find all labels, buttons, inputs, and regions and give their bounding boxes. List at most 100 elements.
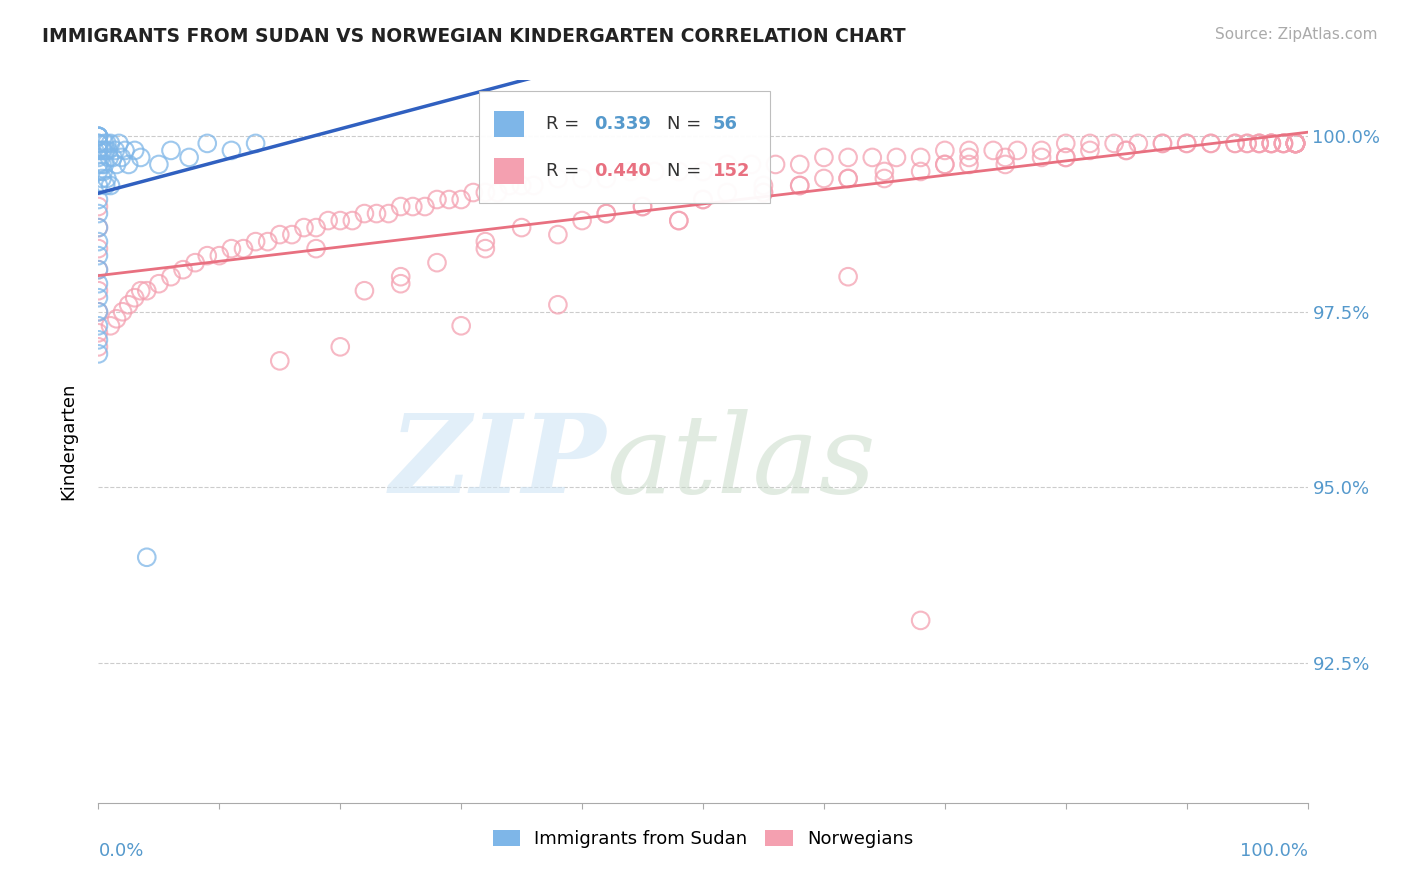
Point — [837, 151, 859, 165]
Point — [1054, 151, 1077, 165]
Point — [1272, 136, 1295, 151]
Point — [510, 220, 533, 235]
Point — [353, 206, 375, 220]
Point — [292, 220, 315, 235]
Point — [1152, 136, 1174, 151]
Point — [245, 136, 267, 151]
Point — [100, 178, 122, 193]
Point — [1284, 136, 1306, 151]
Point — [1236, 136, 1258, 151]
Point — [1272, 136, 1295, 151]
Point — [195, 136, 218, 151]
Point — [129, 284, 152, 298]
Point — [114, 144, 136, 158]
Point — [94, 144, 117, 158]
Text: N =: N = — [666, 115, 702, 133]
Point — [87, 305, 110, 319]
Point — [87, 340, 110, 354]
Point — [208, 249, 231, 263]
Point — [692, 193, 714, 207]
Point — [1054, 151, 1077, 165]
Point — [108, 136, 131, 151]
Point — [1031, 144, 1053, 158]
Point — [96, 171, 118, 186]
Text: atlas: atlas — [606, 409, 876, 517]
Point — [342, 213, 364, 227]
Point — [1260, 136, 1282, 151]
Point — [571, 171, 593, 186]
Point — [668, 213, 690, 227]
Point — [595, 171, 617, 186]
Text: N =: N = — [666, 161, 702, 179]
Point — [105, 157, 128, 171]
Point — [87, 157, 110, 171]
Point — [87, 129, 110, 144]
Text: R =: R = — [546, 161, 579, 179]
Point — [1031, 151, 1053, 165]
Point — [789, 157, 811, 171]
Point — [716, 186, 738, 200]
Point — [87, 144, 110, 158]
Point — [619, 164, 641, 178]
Point — [269, 227, 291, 242]
Point — [305, 242, 328, 256]
Point — [232, 242, 254, 256]
Point — [1249, 136, 1271, 151]
Point — [474, 242, 496, 256]
Point — [87, 151, 110, 165]
Point — [87, 284, 110, 298]
Point — [87, 326, 110, 340]
Point — [87, 136, 110, 151]
Point — [160, 144, 183, 158]
Point — [100, 318, 122, 333]
Point — [135, 550, 157, 565]
Point — [101, 151, 124, 165]
Point — [644, 164, 666, 178]
Point — [1284, 136, 1306, 151]
Point — [93, 157, 115, 171]
Point — [91, 171, 114, 186]
Point — [91, 144, 114, 158]
Point — [716, 157, 738, 171]
Point — [1078, 144, 1101, 158]
Point — [886, 151, 908, 165]
Point — [1175, 136, 1198, 151]
Point — [426, 255, 449, 269]
Point — [87, 136, 110, 151]
Point — [765, 157, 787, 171]
Point — [1284, 136, 1306, 151]
Point — [87, 242, 110, 256]
Point — [1249, 136, 1271, 151]
Point — [389, 269, 412, 284]
Point — [87, 200, 110, 214]
Bar — [494, 158, 524, 184]
Point — [377, 206, 399, 220]
Point — [873, 164, 896, 178]
Point — [1115, 144, 1137, 158]
Point — [353, 284, 375, 298]
Point — [100, 136, 122, 151]
Point — [1260, 136, 1282, 151]
Point — [256, 235, 278, 249]
Point — [789, 178, 811, 193]
Point — [547, 298, 569, 312]
Point — [873, 171, 896, 186]
Point — [413, 200, 436, 214]
Text: ZIP: ZIP — [389, 409, 606, 517]
Point — [1102, 136, 1125, 151]
Point — [789, 178, 811, 193]
Point — [450, 318, 472, 333]
Point — [87, 178, 110, 193]
Point — [104, 144, 127, 158]
Point — [1236, 136, 1258, 151]
Point — [160, 269, 183, 284]
Point — [148, 277, 170, 291]
Point — [1249, 136, 1271, 151]
Point — [910, 151, 932, 165]
Text: Source: ZipAtlas.com: Source: ZipAtlas.com — [1215, 27, 1378, 42]
Point — [221, 144, 243, 158]
Text: 0.440: 0.440 — [595, 161, 651, 179]
Point — [1115, 144, 1137, 158]
Point — [474, 186, 496, 200]
Point — [1199, 136, 1222, 151]
